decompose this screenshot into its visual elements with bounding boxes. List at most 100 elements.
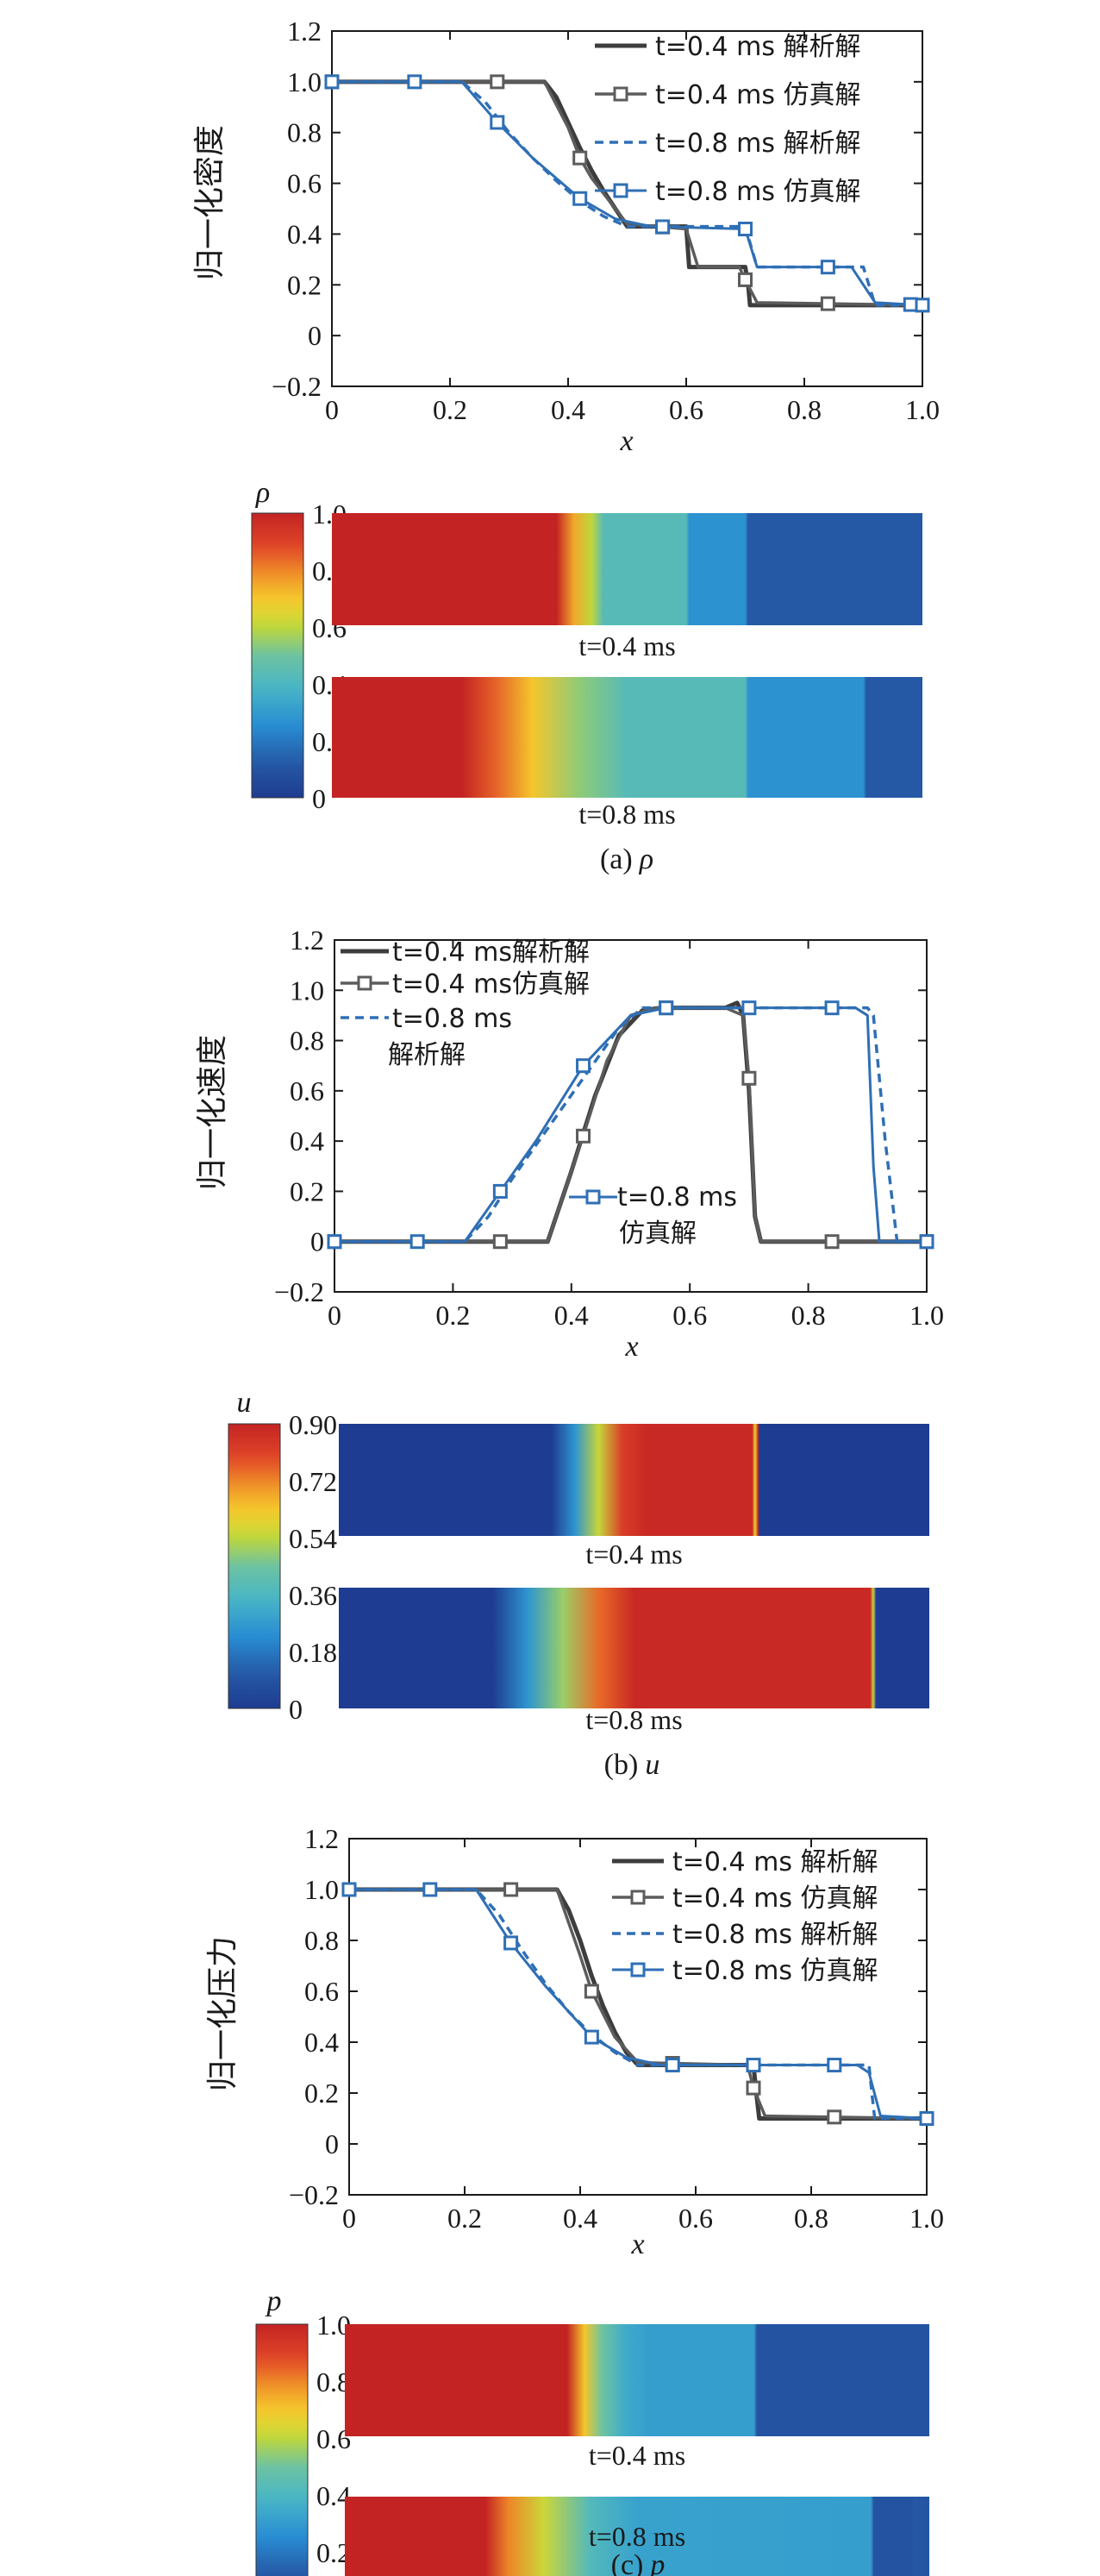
series-marker-3 xyxy=(584,2029,599,2045)
series-marker-1 xyxy=(584,1984,599,1999)
y-tick-label: 0.4 xyxy=(304,2027,339,2058)
y-tick-label: 0.2 xyxy=(287,269,322,300)
y-tick-label: 0.2 xyxy=(304,2078,339,2109)
series-marker-3 xyxy=(824,1000,840,1016)
y-axis-label: 归一化压力 xyxy=(205,1936,241,2091)
plot-frame xyxy=(331,30,923,387)
legend-label-3: t=0.8 ms 仿真解 xyxy=(655,177,861,207)
y-tick-label: 1.0 xyxy=(287,66,322,97)
x-tick-label: 0.4 xyxy=(563,2203,597,2234)
y-tick-label: 0 xyxy=(308,320,322,351)
legend-label-1: t=0.4 ms仿真解 xyxy=(392,969,590,1000)
x-axis-label: x xyxy=(619,425,633,457)
legend-marker-1 xyxy=(630,1890,646,1905)
x-tick-label: 0.4 xyxy=(554,1300,589,1331)
series-marker-3 xyxy=(492,1183,508,1199)
y-tick-label: 0.8 xyxy=(290,1025,324,1056)
y-tick-label: −0.2 xyxy=(272,371,322,402)
series-marker-3 xyxy=(919,2111,934,2126)
legend-label-3: 仿真解 xyxy=(619,1219,697,1249)
caption-symbol: ρ xyxy=(639,843,653,875)
caption-letter: (b) xyxy=(604,1749,639,1781)
colorbar-tick-label: 0 xyxy=(289,1694,303,1725)
strip-label-1: t=0.8 ms xyxy=(585,1704,682,1735)
y-tick-label: 0 xyxy=(310,1226,324,1257)
series-line-1 xyxy=(349,1888,928,2121)
series-marker-3 xyxy=(327,1234,342,1250)
y-tick-label: 0 xyxy=(325,2128,339,2159)
series-marker-1 xyxy=(738,272,753,287)
x-tick-label: 1.0 xyxy=(909,2203,944,2234)
series-line-2 xyxy=(334,1006,927,1244)
series-marker-3 xyxy=(503,1935,519,1951)
series-marker-3 xyxy=(655,219,671,235)
x-tick-label: 0.2 xyxy=(447,2203,482,2234)
legend-label-3: t=0.8 ms 仿真解 xyxy=(672,1956,878,1986)
panel-caption: (c) p xyxy=(611,2549,666,2576)
field-strip-1 xyxy=(345,2497,929,2576)
series-marker-1 xyxy=(827,2109,842,2125)
colorbar-tick-label: 0.18 xyxy=(289,1637,337,1668)
x-axis-label: x xyxy=(624,1331,638,1363)
panel-0: 0 0.2 0.4 0.6 0.8 1.0−0.200.20.40.60.81.01.2x… xyxy=(192,16,940,875)
y-tick-label: 1.2 xyxy=(287,16,322,47)
series-marker-3 xyxy=(665,2058,680,2073)
field-strip-1 xyxy=(332,677,922,798)
x-tick-label: 0.4 xyxy=(551,394,585,425)
legend-marker-3 xyxy=(613,183,628,198)
y-axis-label: 归一化速度 xyxy=(195,1035,230,1190)
series-line-3 xyxy=(334,1006,927,1244)
x-tick-label: 0 xyxy=(325,394,339,425)
x-tick-label: 0 xyxy=(328,1300,341,1331)
legend-label-0: t=0.4 ms解析解 xyxy=(392,937,590,968)
x-tick-label: 0.8 xyxy=(791,1300,826,1331)
caption-letter: (c) xyxy=(611,2549,644,2576)
colorbar xyxy=(255,2323,309,2576)
panel-caption: (b) u xyxy=(604,1749,660,1781)
y-tick-label: 0.6 xyxy=(287,168,322,199)
x-tick-label: 0.2 xyxy=(435,1300,470,1331)
series-marker-1 xyxy=(820,296,835,311)
x-tick-label: 1.0 xyxy=(905,394,940,425)
field-strip-0 xyxy=(345,2324,929,2436)
series-marker-3 xyxy=(919,1234,934,1250)
colorbar-tick-label: 0.90 xyxy=(289,1409,337,1440)
legend-marker-3 xyxy=(630,1962,646,1977)
panel-1: 0 0.2 0.4 0.6 0.8 1.0−0.200.20.40.60.81.01.2x… xyxy=(195,924,944,1781)
series-marker-1 xyxy=(741,1070,757,1086)
legend-label-3: t=0.8 ms xyxy=(617,1182,737,1213)
legend-label-1: t=0.4 ms 仿真解 xyxy=(672,1883,878,1914)
legend-label-0: t=0.4 ms 解析解 xyxy=(672,1847,878,1877)
caption-letter: (a) xyxy=(600,843,633,875)
strip-label-0: t=0.4 ms xyxy=(578,630,675,661)
series-marker-1 xyxy=(824,1234,840,1250)
y-tick-label: 0.8 xyxy=(287,117,322,148)
x-axis-label: x xyxy=(630,2228,644,2260)
legend-label-1: t=0.4 ms 仿真解 xyxy=(655,80,861,110)
series-marker-3 xyxy=(341,1882,357,1897)
series-line-3 xyxy=(349,1888,928,2120)
legend-label-2: t=0.8 ms 解析解 xyxy=(672,1920,878,1950)
series-marker-1 xyxy=(576,1128,591,1144)
strip-label-1: t=0.8 ms xyxy=(578,799,675,830)
series-marker-3 xyxy=(741,1000,757,1016)
field-strip-0 xyxy=(332,513,922,625)
series-marker-3 xyxy=(903,297,918,312)
series-marker-3 xyxy=(409,1234,425,1250)
x-tick-label: 0.6 xyxy=(678,2203,713,2234)
series-marker-3 xyxy=(576,1058,591,1074)
x-tick-label: 0 xyxy=(342,2203,356,2234)
x-tick-label: 0.6 xyxy=(669,394,703,425)
series-marker-3 xyxy=(746,2058,761,2073)
y-tick-label: 0.4 xyxy=(290,1125,324,1156)
y-tick-label: 1.2 xyxy=(304,1823,339,1854)
panel-2: 0 0.2 0.4 0.6 0.8 1.0−0.200.20.40.60.81.01.2x… xyxy=(205,1823,944,2576)
series-line-2 xyxy=(332,80,922,307)
x-tick-label: 0.8 xyxy=(794,2203,828,2234)
series-marker-3 xyxy=(324,74,340,90)
series-marker-3 xyxy=(659,1000,674,1016)
y-tick-label: −0.2 xyxy=(274,1276,324,1307)
x-tick-label: 0.8 xyxy=(787,394,822,425)
x-tick-label: 0.2 xyxy=(433,394,467,425)
